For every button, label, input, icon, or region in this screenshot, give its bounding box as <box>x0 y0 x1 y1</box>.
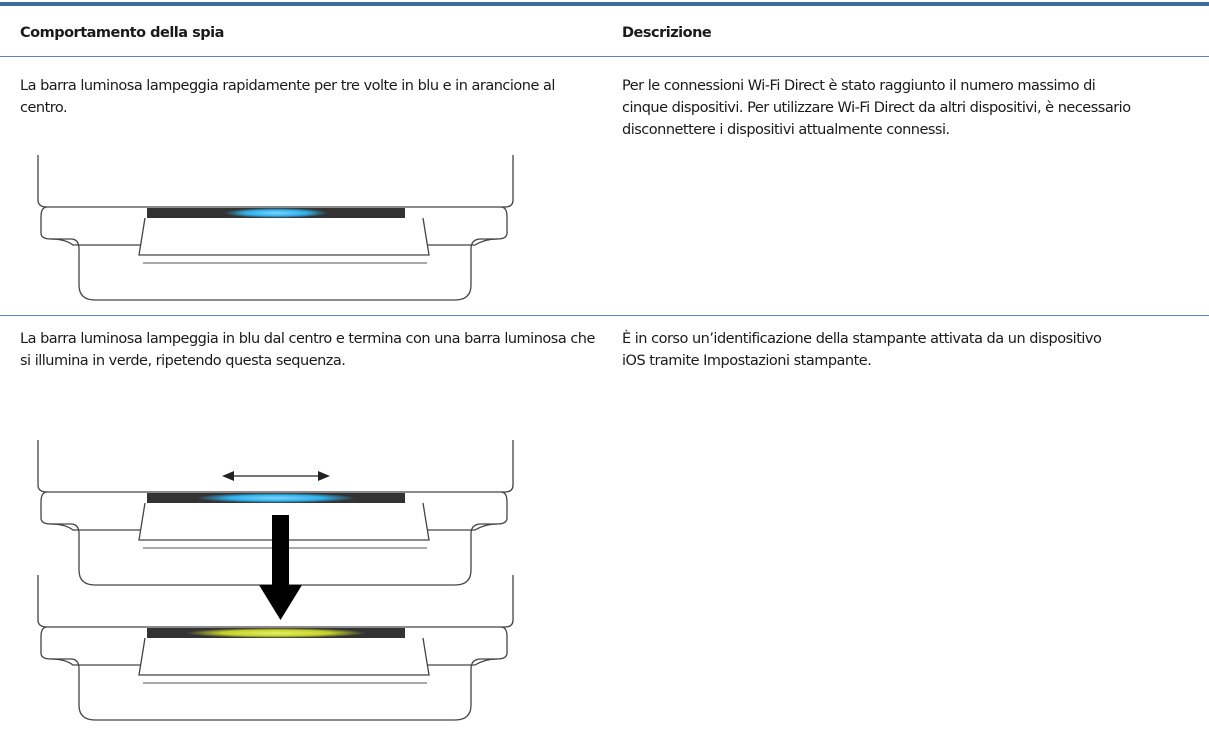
row-rule <box>0 315 1209 316</box>
description-cell: È in corso un’identificazione della stam… <box>622 331 1102 369</box>
description-cell: Per le connessioni Wi-Fi Direct è stato … <box>622 78 1131 138</box>
behavior-cell: La barra luminosa lampeggia rapidamente … <box>20 78 555 116</box>
printer-illustration <box>37 574 514 721</box>
header-cell: Comportamento della spia <box>20 25 224 41</box>
printer-illustration <box>37 154 514 301</box>
header-cell: Descrizione <box>622 25 712 41</box>
header-rule <box>0 56 1209 57</box>
behavior-cell: La barra luminosa lampeggia in blu dal c… <box>20 331 595 369</box>
transition-arrow <box>259 515 302 620</box>
top-rule <box>0 2 1209 6</box>
printer-illustration <box>37 439 514 586</box>
